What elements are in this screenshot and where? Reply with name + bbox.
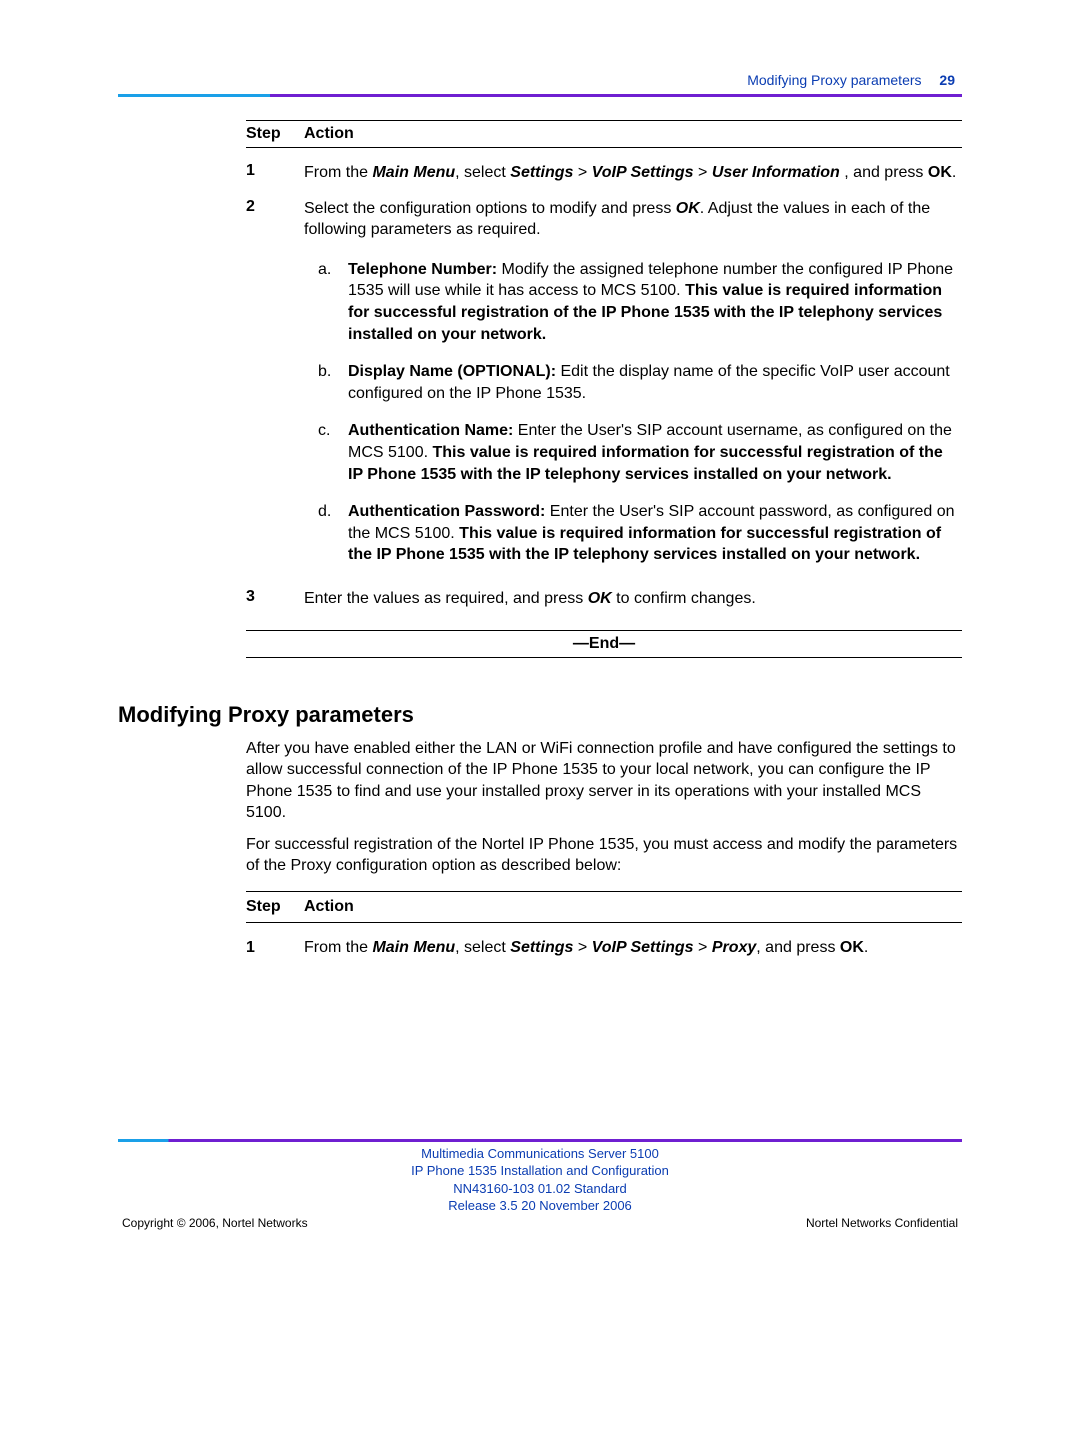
page: Modifying Proxy parameters 29 Step Actio… [0, 0, 1080, 1440]
sub-letter: a. [304, 259, 348, 345]
paragraph: After you have enabled either the LAN or… [246, 738, 962, 824]
menu-path: Settings [510, 164, 573, 181]
emphasis: This value is required information for s… [348, 444, 943, 483]
text: > [573, 939, 591, 956]
text: From the [304, 164, 372, 181]
end-label: —End— [246, 635, 962, 653]
step-row: 1 From the Main Menu, select Settings > … [246, 923, 962, 959]
text: Select the configuration options to modi… [304, 200, 676, 217]
key: OK [588, 590, 612, 607]
rule [246, 657, 962, 658]
footer-line: Release 3.5 20 November 2006 [448, 1198, 632, 1213]
text: From the [304, 939, 372, 956]
text: , select [455, 164, 510, 181]
step-header: Step [246, 896, 304, 918]
sub-text: Authentication Name: Enter the User's SI… [348, 420, 962, 485]
text: , select [455, 939, 510, 956]
menu-path: Main Menu [372, 164, 455, 181]
field-name: Authentication Name: [348, 422, 513, 439]
footer-line: IP Phone 1535 Installation and Configura… [411, 1163, 669, 1178]
step-number: 1 [246, 937, 304, 959]
step-number: 1 [246, 162, 304, 184]
sub-text: Telephone Number: Modify the assigned te… [348, 259, 962, 345]
sub-letter: d. [304, 501, 348, 566]
field-name: Display Name (OPTIONAL): [348, 363, 556, 380]
footer-center: Multimedia Communications Server 5100 IP… [0, 1145, 1080, 1215]
section-body: After you have enabled either the LAN or… [246, 738, 962, 959]
field-name: Authentication Password: [348, 503, 545, 520]
sub-item: c. Authentication Name: Enter the User's… [304, 412, 962, 493]
menu-path: Proxy [712, 939, 756, 956]
header-section: Modifying Proxy parameters [747, 72, 921, 88]
text: > [694, 164, 712, 181]
step-header: Step [246, 125, 304, 143]
menu-path: VoIP Settings [592, 939, 694, 956]
step-row: 1 From the Main Menu, select Settings > … [246, 148, 962, 184]
footer-confidential: Nortel Networks Confidential [806, 1216, 958, 1230]
text: . [864, 939, 868, 956]
menu-path: VoIP Settings [592, 164, 694, 181]
step-action: Select the configuration options to modi… [304, 198, 962, 574]
text: , and press [756, 939, 840, 956]
sub-item: b. Display Name (OPTIONAL): Edit the dis… [304, 353, 962, 412]
sub-text: Authentication Password: Enter the User'… [348, 501, 962, 566]
procedure-2: Step Action 1 From the Main Menu, select… [246, 891, 962, 958]
footer-line: NN43160-103 01.02 Standard [453, 1181, 626, 1196]
sub-item: a. Telephone Number: Modify the assigned… [304, 251, 962, 353]
step-action: From the Main Menu, select Settings > Vo… [304, 162, 962, 184]
sub-letter: c. [304, 420, 348, 485]
menu-path: Settings [510, 939, 573, 956]
menu-path: User Information [712, 164, 840, 181]
header-page-number: 29 [939, 72, 955, 88]
top-rule [118, 94, 962, 97]
menu-path: Main Menu [372, 939, 455, 956]
content: Step Action 1 From the Main Menu, select… [118, 120, 962, 958]
procedure-header-row: Step Action [246, 121, 962, 147]
running-header: Modifying Proxy parameters 29 [747, 72, 955, 88]
rule [246, 630, 962, 631]
text: Enter the values as required, and press [304, 590, 588, 607]
sub-list: a. Telephone Number: Modify the assigned… [304, 251, 962, 574]
paragraph: For successful registration of the Norte… [246, 834, 962, 877]
bottom-rule [118, 1139, 962, 1142]
step-action: From the Main Menu, select Settings > Vo… [304, 937, 962, 959]
text: > [573, 164, 591, 181]
section-heading: Modifying Proxy parameters [118, 702, 962, 728]
footer-line: Multimedia Communications Server 5100 [421, 1146, 659, 1161]
sub-letter: b. [304, 361, 348, 404]
action-header: Action [304, 896, 962, 918]
text: , and press [840, 164, 928, 181]
field-name: Telephone Number: [348, 261, 497, 278]
key: OK [676, 200, 700, 217]
sub-text: Display Name (OPTIONAL): Edit the displa… [348, 361, 962, 404]
key: OK [928, 164, 952, 181]
procedure-1: Step Action 1 From the Main Menu, select… [246, 120, 962, 658]
sub-item: d. Authentication Password: Enter the Us… [304, 493, 962, 574]
action-header: Action [304, 125, 962, 143]
procedure-header-row: Step Action [246, 892, 962, 922]
step-number: 2 [246, 198, 304, 574]
text: . [952, 164, 956, 181]
step-row: 2 Select the configuration options to mo… [246, 184, 962, 574]
step-number: 3 [246, 588, 304, 610]
step-action: Enter the values as required, and press … [304, 588, 962, 610]
key: OK [840, 939, 864, 956]
text: > [694, 939, 712, 956]
text: to confirm changes. [612, 590, 756, 607]
step-row: 3 Enter the values as required, and pres… [246, 574, 962, 610]
footer-copyright: Copyright © 2006, Nortel Networks [122, 1216, 308, 1230]
